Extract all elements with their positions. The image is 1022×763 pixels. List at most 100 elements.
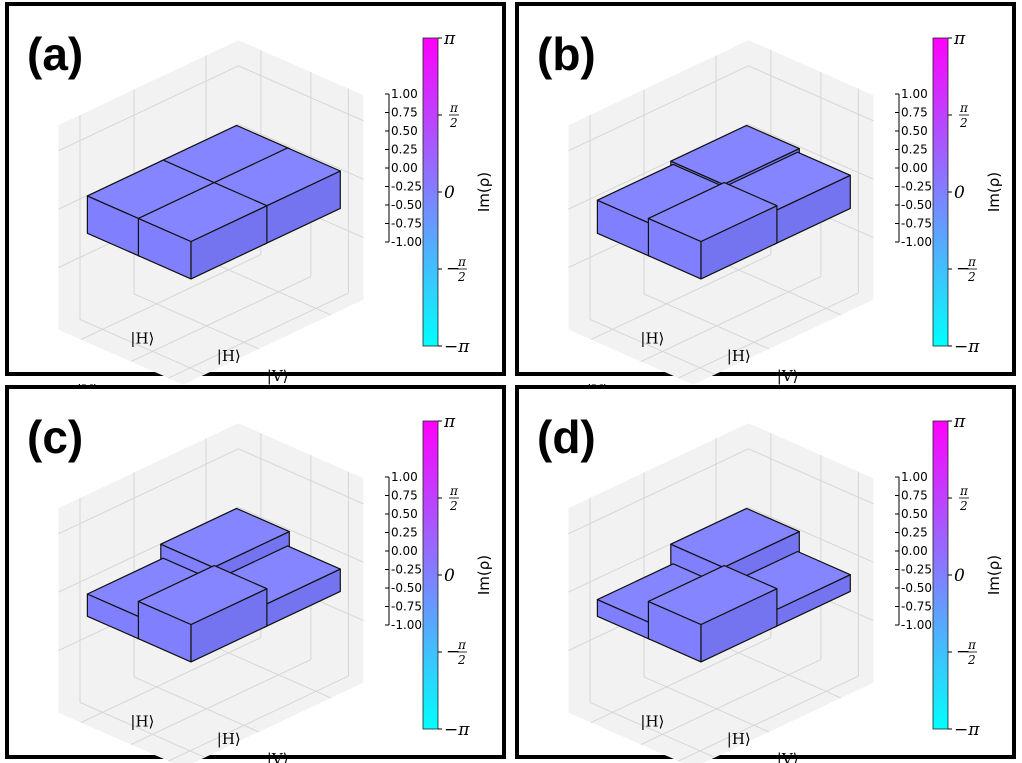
y-tick-label-v: |V⟩ bbox=[267, 367, 289, 385]
z-tick-label: -0.25 bbox=[901, 180, 932, 194]
svg-text:π: π bbox=[457, 638, 467, 652]
colorbar-tick-label: −π2−π/2 bbox=[446, 638, 467, 667]
z-tick-label: -0.75 bbox=[391, 600, 422, 614]
bar-v-v bbox=[137, 565, 268, 663]
z-tick-label: 0.00 bbox=[391, 544, 418, 558]
colorbar-tick-label: π bbox=[443, 412, 456, 432]
colorbar-label: Im(ρ) bbox=[475, 555, 493, 595]
z-tick-label: 1.00 bbox=[391, 87, 418, 101]
colorbar-tick-label: π2π/2 bbox=[959, 484, 969, 513]
svg-text:π: π bbox=[967, 255, 977, 269]
z-tick-label: 0.75 bbox=[391, 106, 418, 120]
z-tick-label: -0.50 bbox=[391, 581, 422, 595]
colorbar-tick-label: −π bbox=[954, 720, 980, 740]
panel-label: (d) bbox=[537, 411, 596, 463]
z-tick-label: -0.50 bbox=[901, 581, 932, 595]
pane-floor bbox=[568, 627, 874, 763]
z-tick-label: -1.00 bbox=[391, 618, 422, 632]
z-tick-label: 0.50 bbox=[391, 124, 418, 138]
colorbar-tick-label: 0 bbox=[954, 566, 965, 586]
svg-text:π: π bbox=[967, 638, 977, 652]
panel-a: 1.00 0.75 0.50 0.25 0.00 -0.25 -0.50 -0.75 -1.00… bbox=[5, 2, 506, 400]
panel-label: (b) bbox=[537, 28, 596, 80]
y-tick-label-v: |V⟩ bbox=[777, 367, 799, 385]
colorbar-tick-label: −π2−π/2 bbox=[956, 255, 977, 284]
z-tick-label: -0.25 bbox=[901, 563, 932, 577]
svg-text:2: 2 bbox=[959, 499, 968, 513]
colorbar-tick-label: −π2−π/2 bbox=[956, 638, 977, 667]
svg-text:2: 2 bbox=[457, 270, 466, 284]
z-tick-label: -0.50 bbox=[901, 198, 932, 212]
z-tick-label: 0.00 bbox=[901, 161, 928, 175]
colorbar-tick-label: −π2−π/2 bbox=[446, 255, 467, 284]
svg-text:2: 2 bbox=[967, 653, 976, 667]
z-tick-label: 0.25 bbox=[391, 526, 418, 540]
colorbar-tick-label: π bbox=[443, 29, 456, 49]
x-tick-label-h: |H⟩ bbox=[640, 713, 664, 731]
y-tick-label-h: |H⟩ bbox=[727, 730, 751, 748]
svg-text:2: 2 bbox=[457, 653, 466, 667]
svg-text:π: π bbox=[457, 255, 467, 269]
z-tick-label: 0.25 bbox=[901, 526, 928, 540]
panel-d: 1.00 0.75 0.50 0.25 0.00 -0.25 -0.50 -0.75 -1.00… bbox=[515, 385, 1016, 763]
bar-v-v bbox=[647, 182, 778, 280]
panel-label: (c) bbox=[27, 411, 83, 463]
z-tick-label: 1.00 bbox=[901, 87, 928, 101]
chart-svg: 1.00 0.75 0.50 0.25 0.00 -0.25 -0.50 -0.75 -1.00… bbox=[537, 28, 1003, 400]
pane-floor bbox=[568, 244, 874, 385]
y-tick-label-h: |H⟩ bbox=[217, 730, 241, 748]
y-tick-label-h: |H⟩ bbox=[217, 347, 241, 365]
svg-text:−: − bbox=[956, 259, 970, 279]
colorbar bbox=[932, 420, 949, 730]
colorbar-tick-label: π2π/2 bbox=[449, 101, 459, 130]
colorbar-label: Im(ρ) bbox=[475, 172, 493, 212]
z-tick-label: 0.25 bbox=[391, 143, 418, 157]
colorbar-tick-label: −π bbox=[444, 720, 470, 740]
bar-v-v bbox=[137, 182, 268, 280]
colorbar-tick-label: −π bbox=[954, 337, 980, 357]
z-tick-label: -0.75 bbox=[901, 600, 932, 614]
colorbar-label: Im(ρ) bbox=[985, 555, 1003, 595]
y-tick-label-v: |V⟩ bbox=[267, 750, 289, 763]
z-tick-label: 0.25 bbox=[901, 143, 928, 157]
z-tick-label: -0.75 bbox=[391, 217, 422, 231]
colorbar-tick-label: π bbox=[953, 412, 966, 432]
colorbar-tick-label: 0 bbox=[444, 183, 455, 203]
z-tick-label: -0.50 bbox=[391, 198, 422, 212]
svg-text:π: π bbox=[449, 484, 459, 498]
x-tick-label-h: |H⟩ bbox=[130, 330, 154, 348]
z-tick-label: -0.25 bbox=[391, 180, 422, 194]
z-tick-label: 0.00 bbox=[901, 544, 928, 558]
z-tick-label: -1.00 bbox=[391, 235, 422, 249]
colorbar-tick-label: −π bbox=[444, 337, 470, 357]
svg-text:−: − bbox=[446, 259, 460, 279]
panel-c: 1.00 0.75 0.50 0.25 0.00 -0.25 -0.50 -0.75 -1.00… bbox=[5, 385, 506, 763]
z-tick-label: -0.25 bbox=[391, 563, 422, 577]
colorbar bbox=[422, 420, 439, 730]
colorbar bbox=[422, 37, 439, 347]
svg-text:2: 2 bbox=[967, 270, 976, 284]
x-tick-label-h: |H⟩ bbox=[640, 330, 664, 348]
z-tick-label: 0.75 bbox=[901, 489, 928, 503]
chart-svg: 1.00 0.75 0.50 0.25 0.00 -0.25 -0.50 -0.75 -1.00… bbox=[537, 411, 1003, 763]
z-tick-label: 1.00 bbox=[391, 470, 418, 484]
svg-text:−: − bbox=[956, 642, 970, 662]
chart-svg: 1.00 0.75 0.50 0.25 0.00 -0.25 -0.50 -0.75 -1.00… bbox=[27, 411, 493, 763]
pane-floor bbox=[58, 244, 364, 385]
svg-text:π: π bbox=[959, 484, 969, 498]
bar-v-v bbox=[647, 565, 778, 663]
panel-b: 1.00 0.75 0.50 0.25 0.00 -0.25 -0.50 -0.75 -1.00… bbox=[515, 2, 1016, 400]
svg-text:2: 2 bbox=[959, 116, 968, 130]
pane-floor bbox=[58, 627, 364, 763]
z-tick-label: 0.50 bbox=[901, 124, 928, 138]
y-tick-label-h: |H⟩ bbox=[727, 347, 751, 365]
y-tick-label-v: |V⟩ bbox=[777, 750, 799, 763]
colorbar-tick-label: 0 bbox=[954, 183, 965, 203]
svg-text:π: π bbox=[959, 101, 969, 115]
svg-text:2: 2 bbox=[449, 116, 458, 130]
x-tick-label-h: |H⟩ bbox=[130, 713, 154, 731]
colorbar-label: Im(ρ) bbox=[985, 172, 1003, 212]
colorbar-tick-label: π2π/2 bbox=[959, 101, 969, 130]
svg-text:−: − bbox=[446, 642, 460, 662]
z-tick-label: 0.75 bbox=[391, 489, 418, 503]
